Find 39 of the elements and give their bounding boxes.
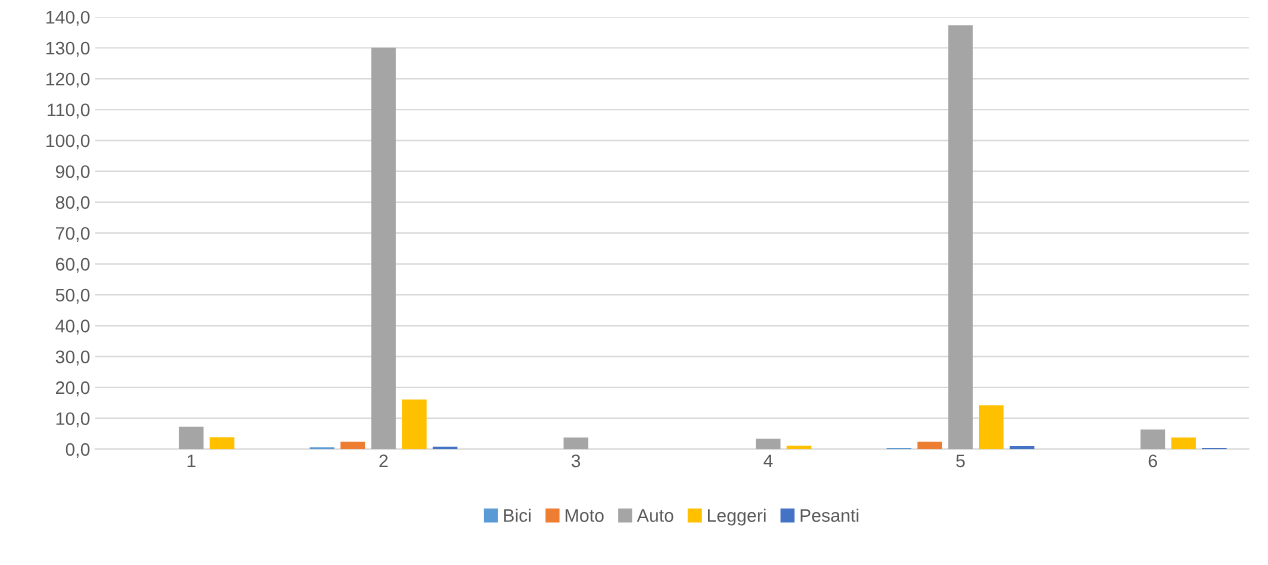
x-tick-label: 3: [571, 454, 581, 468]
y-tick-label: 140,0: [46, 10, 90, 26]
y-tick-label: 30,0: [55, 350, 90, 366]
bar: [563, 437, 589, 450]
y-tick-label: 90,0: [55, 165, 90, 181]
bar: [948, 25, 973, 450]
y-tick-label: 120,0: [46, 72, 90, 88]
legend-label: Pesanti: [800, 508, 859, 522]
bar: [402, 399, 427, 450]
bar: [1171, 437, 1196, 450]
x-tick-label: 2: [379, 454, 388, 468]
legend-label: Bici: [504, 508, 531, 522]
x-tick-label: 1: [187, 454, 196, 468]
bar: [755, 438, 781, 450]
y-tick-label: 80,0: [55, 196, 90, 212]
x-tick-label: 6: [1148, 454, 1158, 468]
legend-label: Leggeri: [708, 508, 766, 526]
bar: [209, 437, 235, 450]
y-tick-label: 50,0: [55, 288, 90, 304]
y-tick-label: 20,0: [56, 381, 90, 397]
bar: [371, 47, 396, 450]
bar: [917, 441, 943, 450]
bar: [978, 405, 1004, 450]
y-tick-label: 40,0: [55, 319, 90, 335]
y-tick-label: 0,0: [65, 443, 90, 459]
bar: [1009, 446, 1035, 450]
x-tick-label: 4: [763, 454, 773, 468]
bar: [1140, 429, 1166, 450]
y-tick-label: 10,0: [56, 412, 90, 428]
legend-label: Moto: [565, 509, 604, 522]
y-tick-label: 60,0: [56, 257, 90, 273]
y-tick-label: 110,0: [47, 103, 90, 119]
y-tick-label: 100,0: [46, 134, 90, 150]
x-tick-label: 5: [956, 454, 965, 468]
y-tick-label: 70,0: [56, 227, 90, 242]
bar: [178, 426, 204, 450]
bar: [340, 441, 366, 450]
legend-label: Auto: [636, 509, 674, 522]
y-tick-label: 130,0: [46, 41, 90, 57]
